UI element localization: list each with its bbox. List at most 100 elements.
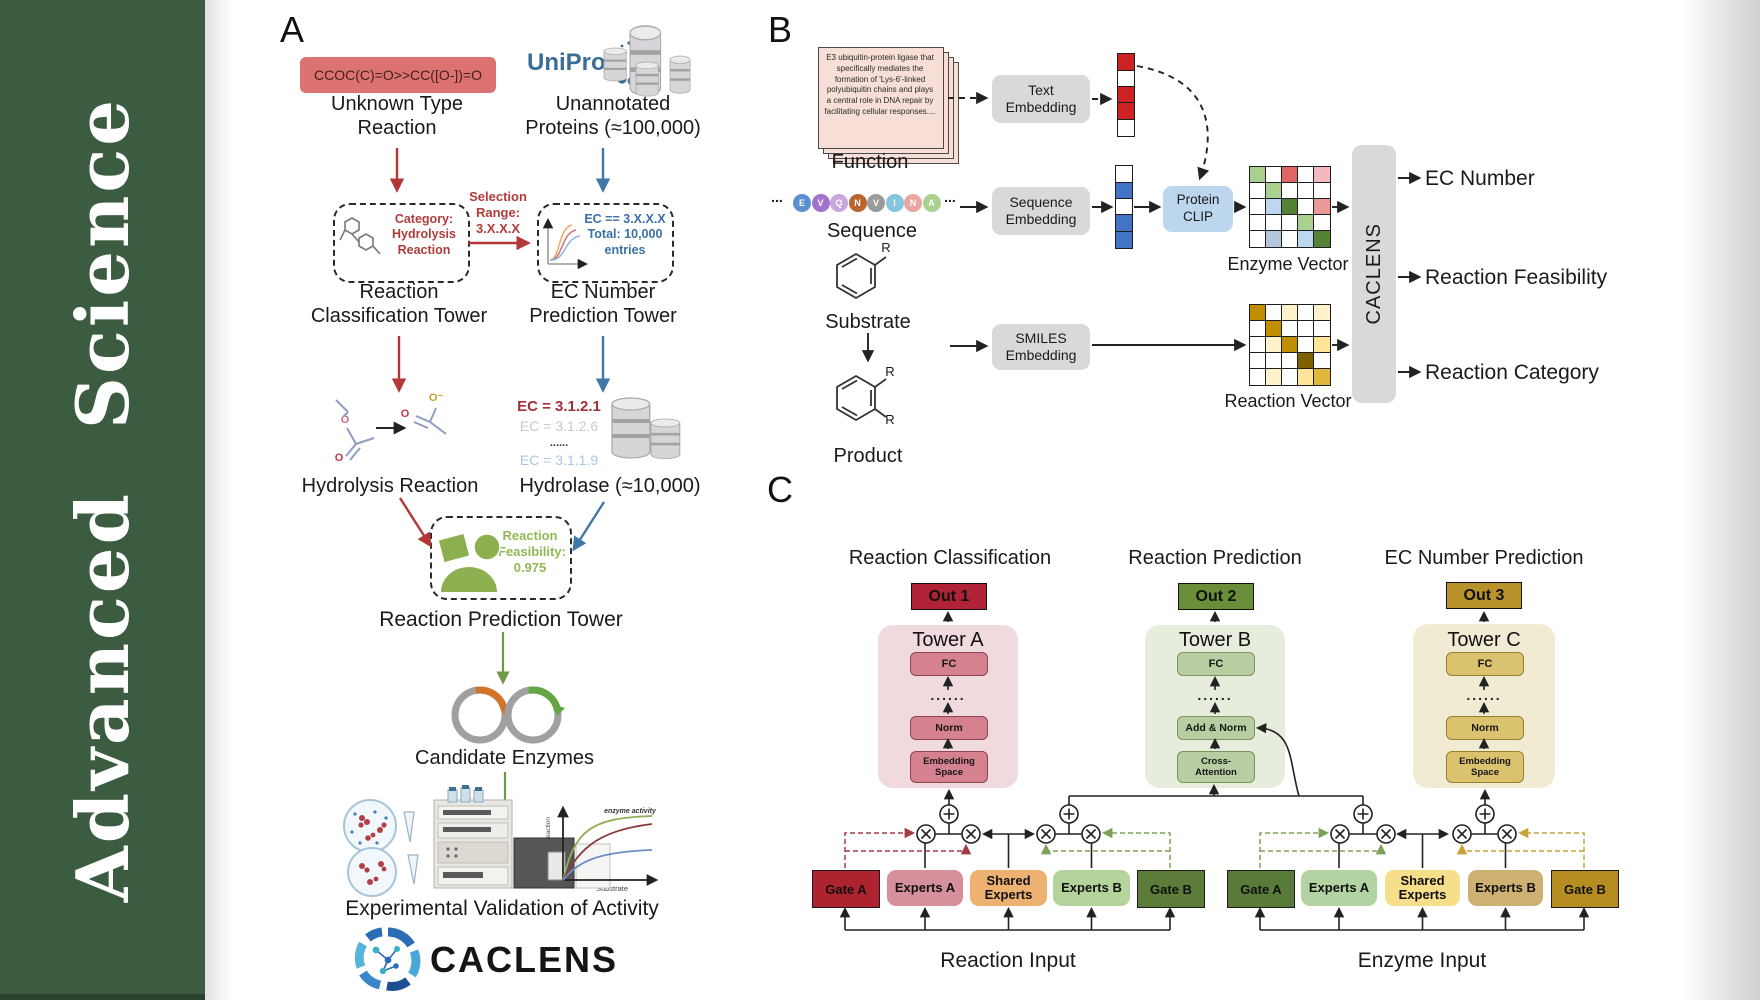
text-vector-cell — [1117, 85, 1135, 104]
enzyme-grid-cell — [1265, 214, 1283, 232]
tower-c-embedding-space: Embedding Space — [1446, 751, 1524, 783]
enzyme-activity-annotation: enzyme activity — [604, 808, 656, 815]
sequence-vector-cell — [1115, 165, 1133, 184]
ec-result-text: EC == 3.X.X.X Total: 10,000 entries — [584, 212, 666, 257]
enzyme-grid-cell — [1249, 198, 1267, 216]
enzyme-grid-cell — [1297, 166, 1315, 184]
ec-prediction-output-box — [537, 203, 674, 283]
tower-c-norm: Norm — [1446, 716, 1524, 740]
enzyme-grid-cell — [1297, 182, 1315, 200]
enzyme-gate-b: Gate B — [1551, 870, 1619, 908]
hydrolase-label: Hydrolase (≈10,000) — [519, 475, 701, 497]
tower-b-cross-attention: Cross- Attention — [1177, 751, 1255, 783]
tower-a-norm: Norm — [910, 716, 988, 740]
ec-list-item-2: ...... — [549, 437, 569, 450]
product-r-group-2: R — [885, 412, 895, 427]
reaction-prediction-tower-label: Reaction Prediction Tower — [379, 608, 623, 631]
product-molecule — [836, 374, 887, 422]
gate-weight-routes — [844, 827, 1585, 868]
enzyme-vector-grid — [1249, 166, 1331, 248]
reaction-grid-cell — [1265, 336, 1283, 354]
arrow-hydrolysis-to-feasibility — [398, 497, 432, 548]
unknown-type-label: Unknown Type Reaction — [331, 93, 463, 140]
enzyme-grid-cell — [1297, 230, 1315, 248]
ec-number-list: EC = 3.1.2.1 EC = 3.1.2.6...... EC = 3.1.1… — [511, 397, 607, 470]
reaction-grid-cell — [1249, 320, 1267, 338]
enzyme-grid-cell — [1313, 230, 1331, 248]
heading-reaction-classification: Reaction Classification — [848, 547, 1052, 569]
experimental-validation-label: Experimental Validation of Activity — [345, 897, 659, 920]
output-ec-number: EC Number — [1425, 167, 1535, 190]
reaction-grid-cell — [1297, 368, 1315, 386]
reaction-grid-cell — [1281, 320, 1299, 338]
smiles-embedding-box: SMILES Embedding — [992, 324, 1090, 370]
activity-plot-xlabel: Substrate — [595, 884, 629, 893]
panel-a-label: A — [279, 9, 304, 50]
ec-list-item-1: EC = 3.1.2.6 — [519, 418, 599, 435]
function-card — [818, 47, 944, 149]
sidebar-bottom-edge — [0, 994, 205, 1000]
enzyme-grid-cell — [1313, 166, 1331, 184]
ec-number-prediction-tower-label: EC Number Prediction Tower — [529, 281, 677, 328]
reaction-experts-b: Experts B — [1053, 870, 1130, 906]
tower-b-add-norm: Add & Norm — [1177, 716, 1255, 740]
reaction-grid-cell — [1313, 336, 1331, 354]
caclens-module-text: CACLENS — [1362, 223, 1385, 325]
reaction-grid-cell — [1281, 304, 1299, 322]
enzyme-input-label: Enzyme Input — [1357, 949, 1487, 972]
sequence-label: Sequence — [826, 220, 918, 242]
plasmid-icons — [451, 686, 565, 744]
hydrolysis-reaction-label: Hydrolysis Reaction — [301, 475, 479, 497]
substrate-r-group: R — [881, 240, 891, 255]
enzyme-experts-a: Experts A — [1301, 870, 1377, 906]
reaction-grid-cell — [1265, 320, 1283, 338]
ec-list-item-3: EC = 3.1.1.9 — [519, 451, 599, 468]
tower-c-dots: ...... — [1466, 687, 1502, 703]
caclens-logo-icon — [354, 927, 421, 991]
reaction-grid-cell — [1265, 368, 1283, 386]
selection-range-label: Selection Range: 3.X.X.X — [469, 189, 527, 236]
reaction-classification-tower-label: Reaction Classification Tower — [310, 281, 488, 328]
enzyme-grid-cell — [1281, 230, 1299, 248]
hydrolase-databases — [611, 397, 681, 460]
text-vector-cell — [1117, 118, 1135, 137]
residue-circle-a: A — [922, 194, 941, 212]
reaction-grid-cell — [1297, 304, 1315, 322]
sequence-vector-cell — [1115, 214, 1133, 233]
enzyme-grid-cell — [1265, 166, 1283, 184]
reaction-grid-cell — [1297, 336, 1315, 354]
caclens-logo-text: CACLENS — [430, 939, 619, 980]
residue-circle-n: N — [848, 194, 867, 212]
out-3-box: Out 3 — [1446, 582, 1522, 609]
tower-a-title: Tower A — [912, 629, 984, 651]
panel-b-label: B — [767, 9, 792, 50]
activity-plot-ylabel: Rate of reaction — [545, 817, 553, 863]
journal-name: Advanced Science — [60, 97, 145, 903]
enzyme-vector-label: Enzyme Vector — [1227, 254, 1349, 274]
function-card-text: E3 ubiquitin-protein ligase that specifi… — [824, 53, 936, 116]
sequence-ellipsis-right: ... — [944, 189, 956, 205]
reaction-grid-cell — [1265, 304, 1283, 322]
mixer-nodes — [916, 804, 1517, 844]
cell-sample-icons — [343, 799, 419, 897]
enzyme-grid-cell — [1313, 214, 1331, 232]
reaction-vector-label: Reaction Vector — [1224, 391, 1352, 411]
tower-a-embedding-space: Embedding Space — [910, 751, 988, 783]
residue-circle-e: E — [793, 194, 811, 212]
enzyme-grid-cell — [1249, 230, 1267, 248]
enzyme-grid-cell — [1265, 230, 1283, 248]
arrow-hydrolase-to-feasibility — [572, 501, 606, 552]
reaction-grid-cell — [1297, 320, 1315, 338]
reaction-experts-a: Experts A — [887, 870, 963, 906]
reaction-grid-cell — [1313, 320, 1331, 338]
heading-ec-number-prediction: EC Number Prediction — [1384, 547, 1584, 569]
residue-circle-v: V — [867, 194, 885, 212]
reaction-vector-grid — [1249, 304, 1331, 386]
text-embedding-box: Text Embedding — [992, 75, 1090, 123]
acetate-o-minus-atom: O⁻ — [428, 392, 444, 404]
enzyme-grid-cell — [1281, 214, 1299, 232]
reaction-grid-cell — [1313, 304, 1331, 322]
reaction-grid-cell — [1249, 352, 1267, 370]
tower-c-title: Tower C — [1447, 629, 1521, 651]
uniprot-logo-text: UniProt — [527, 49, 614, 76]
